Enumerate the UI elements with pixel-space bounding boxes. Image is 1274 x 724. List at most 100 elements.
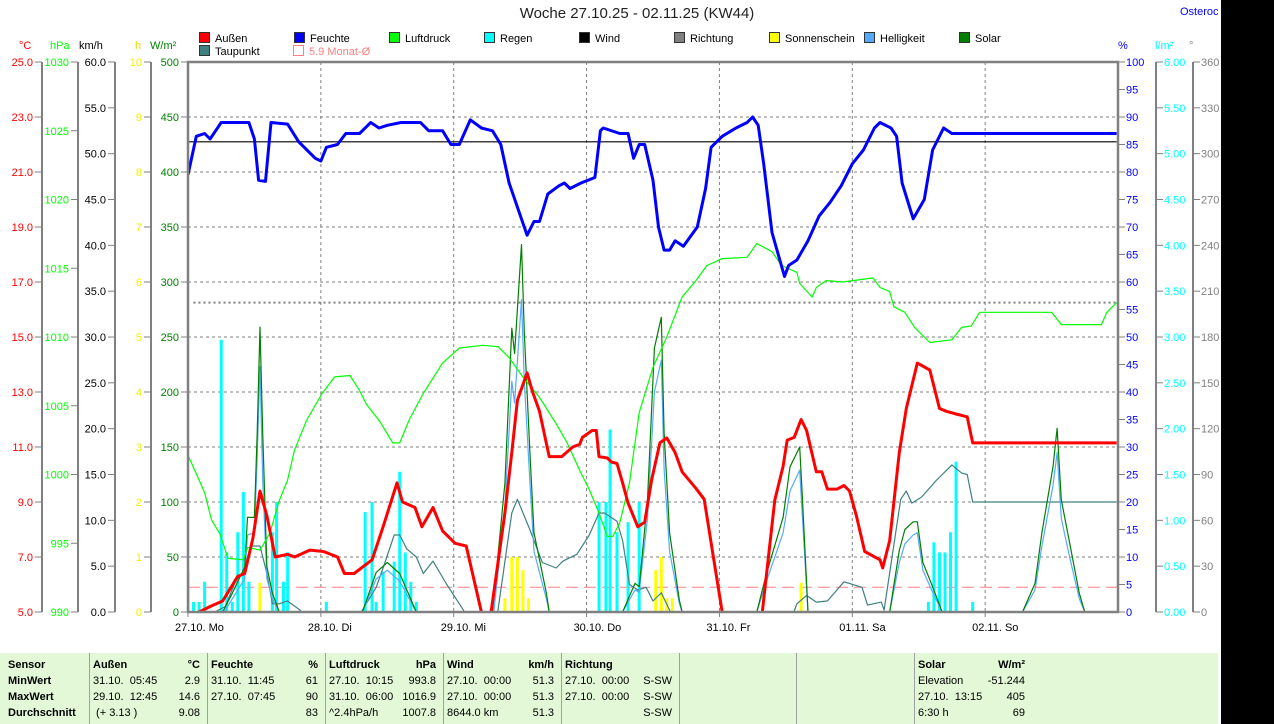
stats-separator [89, 653, 90, 724]
tick-label-wind: 15.0 [85, 470, 106, 482]
tick-label-temp: 9.0 [18, 497, 33, 509]
tick-label-rain: 5.00 [1164, 149, 1185, 161]
tick-label-press: 990 [51, 607, 69, 619]
legend-swatch [579, 32, 590, 43]
tick-label-rain: 0.00 [1164, 607, 1185, 619]
axis-unit-sun: h [135, 40, 142, 52]
tick-label-temp: 13.0 [12, 387, 33, 399]
bar-sonnenschein [515, 557, 519, 612]
legend-label: Helligkeit [880, 33, 925, 45]
stats-value: S-SW [643, 675, 672, 687]
bar-regen [954, 461, 958, 612]
tick-label-sun: 0 [136, 607, 142, 619]
monthly-average-swatch [293, 45, 304, 56]
bar-regen [270, 532, 274, 612]
legend-item-helligkeit: Helligkeit [864, 32, 925, 46]
tick-label-hum: 65 [1126, 250, 1138, 262]
legend-label: Taupunkt [215, 46, 260, 58]
bar-regen [597, 502, 601, 612]
tick-label-wind: 60.0 [85, 57, 106, 69]
tick-label-press: 1005 [45, 401, 69, 413]
tick-label-hum: 0 [1126, 607, 1132, 619]
tick-label-hum: 15 [1126, 525, 1138, 537]
tick-label-dir: 60 [1201, 515, 1213, 527]
bar-sonnenschein [526, 598, 530, 612]
bar-regen [324, 601, 328, 612]
bar-regen [219, 339, 223, 612]
tick-label-sun: 9 [136, 112, 142, 124]
axis-unit-press: hPa [50, 40, 70, 52]
tick-label-solar: 350 [161, 222, 179, 234]
stats-header-feuchte: Feuchte [211, 659, 254, 671]
stats-separator [325, 653, 326, 724]
bar-regen [637, 502, 641, 612]
bar-sonnenschein [521, 570, 525, 612]
tick-label-wind: 35.0 [85, 286, 106, 298]
legend-label: Richtung [690, 33, 734, 45]
legend-swatch [864, 32, 875, 43]
tick-label-dir: 120 [1201, 424, 1219, 436]
tick-label-rain: 3.00 [1164, 332, 1185, 344]
legend-swatch [199, 45, 210, 56]
tick-label-hum: 50 [1126, 332, 1138, 344]
tick-label-hum: 20 [1126, 497, 1138, 509]
x-tick-label: 29.10. Mi [441, 622, 486, 634]
statistics-panel: Sensor MinWert MaxWert Durchschnitt Außen °C 3… [0, 653, 1218, 724]
tick-label-hum: 45 [1126, 360, 1138, 372]
bar-regen [608, 429, 612, 612]
tick-label-temp: 17.0 [12, 277, 33, 289]
tick-label-sun: 10 [130, 57, 142, 69]
bar-regen [414, 601, 418, 612]
bar-regen [241, 491, 245, 612]
tick-label-wind: 25.0 [85, 378, 106, 390]
stats-value: 14.6 [178, 691, 200, 703]
tick-label-press: 1000 [45, 470, 69, 482]
tick-label-sun: 2 [136, 497, 142, 509]
tick-label-hum: 70 [1126, 222, 1138, 234]
stats-label: 27.10. 13:15 [918, 691, 983, 703]
axis-unit-rain: l/m² [1155, 40, 1174, 52]
stats-label: 31.10. 05:45 [93, 675, 158, 687]
stats-value: 9.08 [178, 707, 200, 719]
stats-label: 27.10. 00:00 [565, 691, 630, 703]
bar-regen [374, 601, 378, 612]
bar-regen [615, 532, 619, 612]
tick-label-press: 1030 [45, 57, 69, 69]
legend-item-feuchte: Feuchte [294, 32, 350, 46]
tick-label-hum: 30 [1126, 442, 1138, 454]
bar-regen [286, 552, 290, 612]
weather-chart: 27.10. Mo 28.10. Di 29.10. Mi 30.10. Do 31.1… [12, 57, 1220, 634]
tick-label-temp: 11.0 [12, 442, 33, 454]
tick-label-press: 995 [51, 538, 69, 550]
tick-label-hum: 85 [1126, 140, 1138, 152]
tick-label-rain: 1.00 [1164, 515, 1185, 527]
tick-label-wind: 45.0 [85, 195, 106, 207]
tick-label-hum: 5 [1126, 580, 1132, 592]
stats-value: 993.8 [408, 675, 436, 687]
legend-label: Regen [500, 33, 533, 45]
x-tick-label: 31.10. Fr [706, 622, 750, 634]
bar-regen [281, 581, 285, 612]
stats-unit: % [308, 659, 318, 671]
tick-label-hum: 35 [1126, 415, 1138, 427]
x-tick-label: 28.10. Di [308, 622, 352, 634]
tick-label-wind: 40.0 [85, 240, 106, 252]
bar-regen [932, 542, 936, 612]
stats-value: 51.3 [532, 691, 554, 703]
tick-label-sun: 6 [136, 277, 142, 289]
tick-label-rain: 4.00 [1164, 240, 1185, 252]
stats-label: 27.10. 07:45 [211, 691, 276, 703]
series-line-taupunkt [213, 464, 1117, 612]
tick-label-solar: 450 [161, 112, 179, 124]
tick-label-dir: 270 [1201, 195, 1219, 207]
x-tick-label: 02.11. So [972, 622, 1018, 634]
tick-label-press: 1015 [45, 263, 69, 275]
bar-regen [392, 561, 396, 612]
tick-label-wind: 30.0 [85, 332, 106, 344]
bar-regen [247, 581, 251, 612]
stats-header-solar: Solar [918, 659, 946, 671]
stats-header-richtung: Richtung [565, 659, 613, 671]
stats-unit: °C [187, 659, 200, 671]
stats-row-label: MaxWert [8, 691, 54, 703]
tick-label-wind: 10.0 [85, 515, 106, 527]
